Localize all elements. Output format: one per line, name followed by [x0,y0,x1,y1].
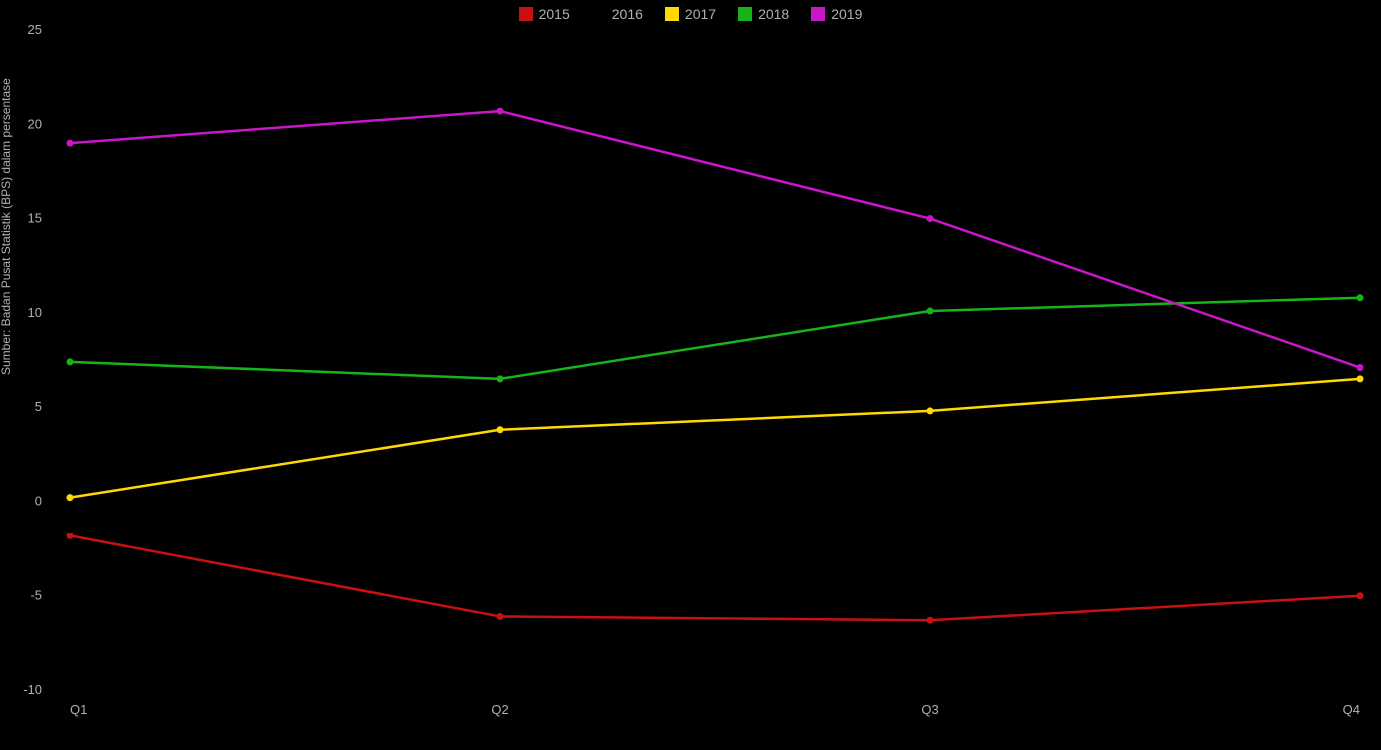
legend-swatch [665,7,679,21]
data-point[interactable] [497,426,504,433]
line-chart-svg: -10-50510152025Q1Q2Q3Q4 [60,30,1370,720]
legend-item-2018[interactable]: 2018 [738,6,789,22]
legend-label: 2017 [685,6,716,22]
data-point[interactable] [67,526,74,533]
legend-swatch [592,7,606,21]
y-tick-label: -10 [23,682,42,697]
legend-swatch [738,7,752,21]
data-point[interactable] [67,140,74,147]
y-tick-label: 15 [28,211,42,226]
chart-legend: 2015 2016 2017 2018 2019 [0,6,1381,22]
x-tick-label: Q4 [1343,702,1360,717]
data-point[interactable] [927,307,934,314]
series-line-2018 [70,298,1360,379]
data-point[interactable] [1357,294,1364,301]
data-point[interactable] [67,494,74,501]
plot-area: -10-50510152025Q1Q2Q3Q4 [60,30,1370,720]
data-point[interactable] [1357,364,1364,371]
y-tick-label: 5 [35,399,42,414]
data-point[interactable] [927,215,934,222]
data-point[interactable] [67,358,74,365]
legend-item-2017[interactable]: 2017 [665,6,716,22]
data-point[interactable] [497,375,504,382]
legend-swatch [519,7,533,21]
legend-item-2019[interactable]: 2019 [811,6,862,22]
legend-label: 2016 [612,6,643,22]
data-point[interactable] [1357,375,1364,382]
series-line-2019 [70,111,1360,367]
x-tick-label: Q3 [921,702,938,717]
y-tick-label: 20 [28,116,42,131]
legend-item-2016[interactable]: 2016 [592,6,643,22]
data-point[interactable] [927,504,934,511]
y-axis-title: Sumber: Badan Pusat Statistik (BPS) dala… [0,78,13,375]
data-point[interactable] [497,613,504,620]
chart-container: 20152016201720182019 Sumber: Badan Pusat… [0,0,1381,750]
series-line-2016 [70,477,1360,530]
x-tick-label: Q1 [70,702,87,717]
data-point[interactable] [927,617,934,624]
data-point[interactable] [497,108,504,115]
y-tick-label: -5 [30,588,42,603]
data-point[interactable] [927,407,934,414]
legend-item-2015[interactable]: 2015 [519,6,570,22]
y-tick-label: 0 [35,493,42,508]
series-line-2017 [70,379,1360,498]
legend-label: 2018 [758,6,789,22]
data-point[interactable] [1357,473,1364,480]
y-tick-label: 25 [28,22,42,37]
legend-label: 2015 [539,6,570,22]
series-line-2015 [70,535,1360,620]
legend-label: 2019 [831,6,862,22]
legend-swatch [811,7,825,21]
data-point[interactable] [497,502,504,509]
data-point[interactable] [1357,592,1364,599]
x-tick-label: Q2 [491,702,508,717]
y-tick-label: 10 [28,305,42,320]
